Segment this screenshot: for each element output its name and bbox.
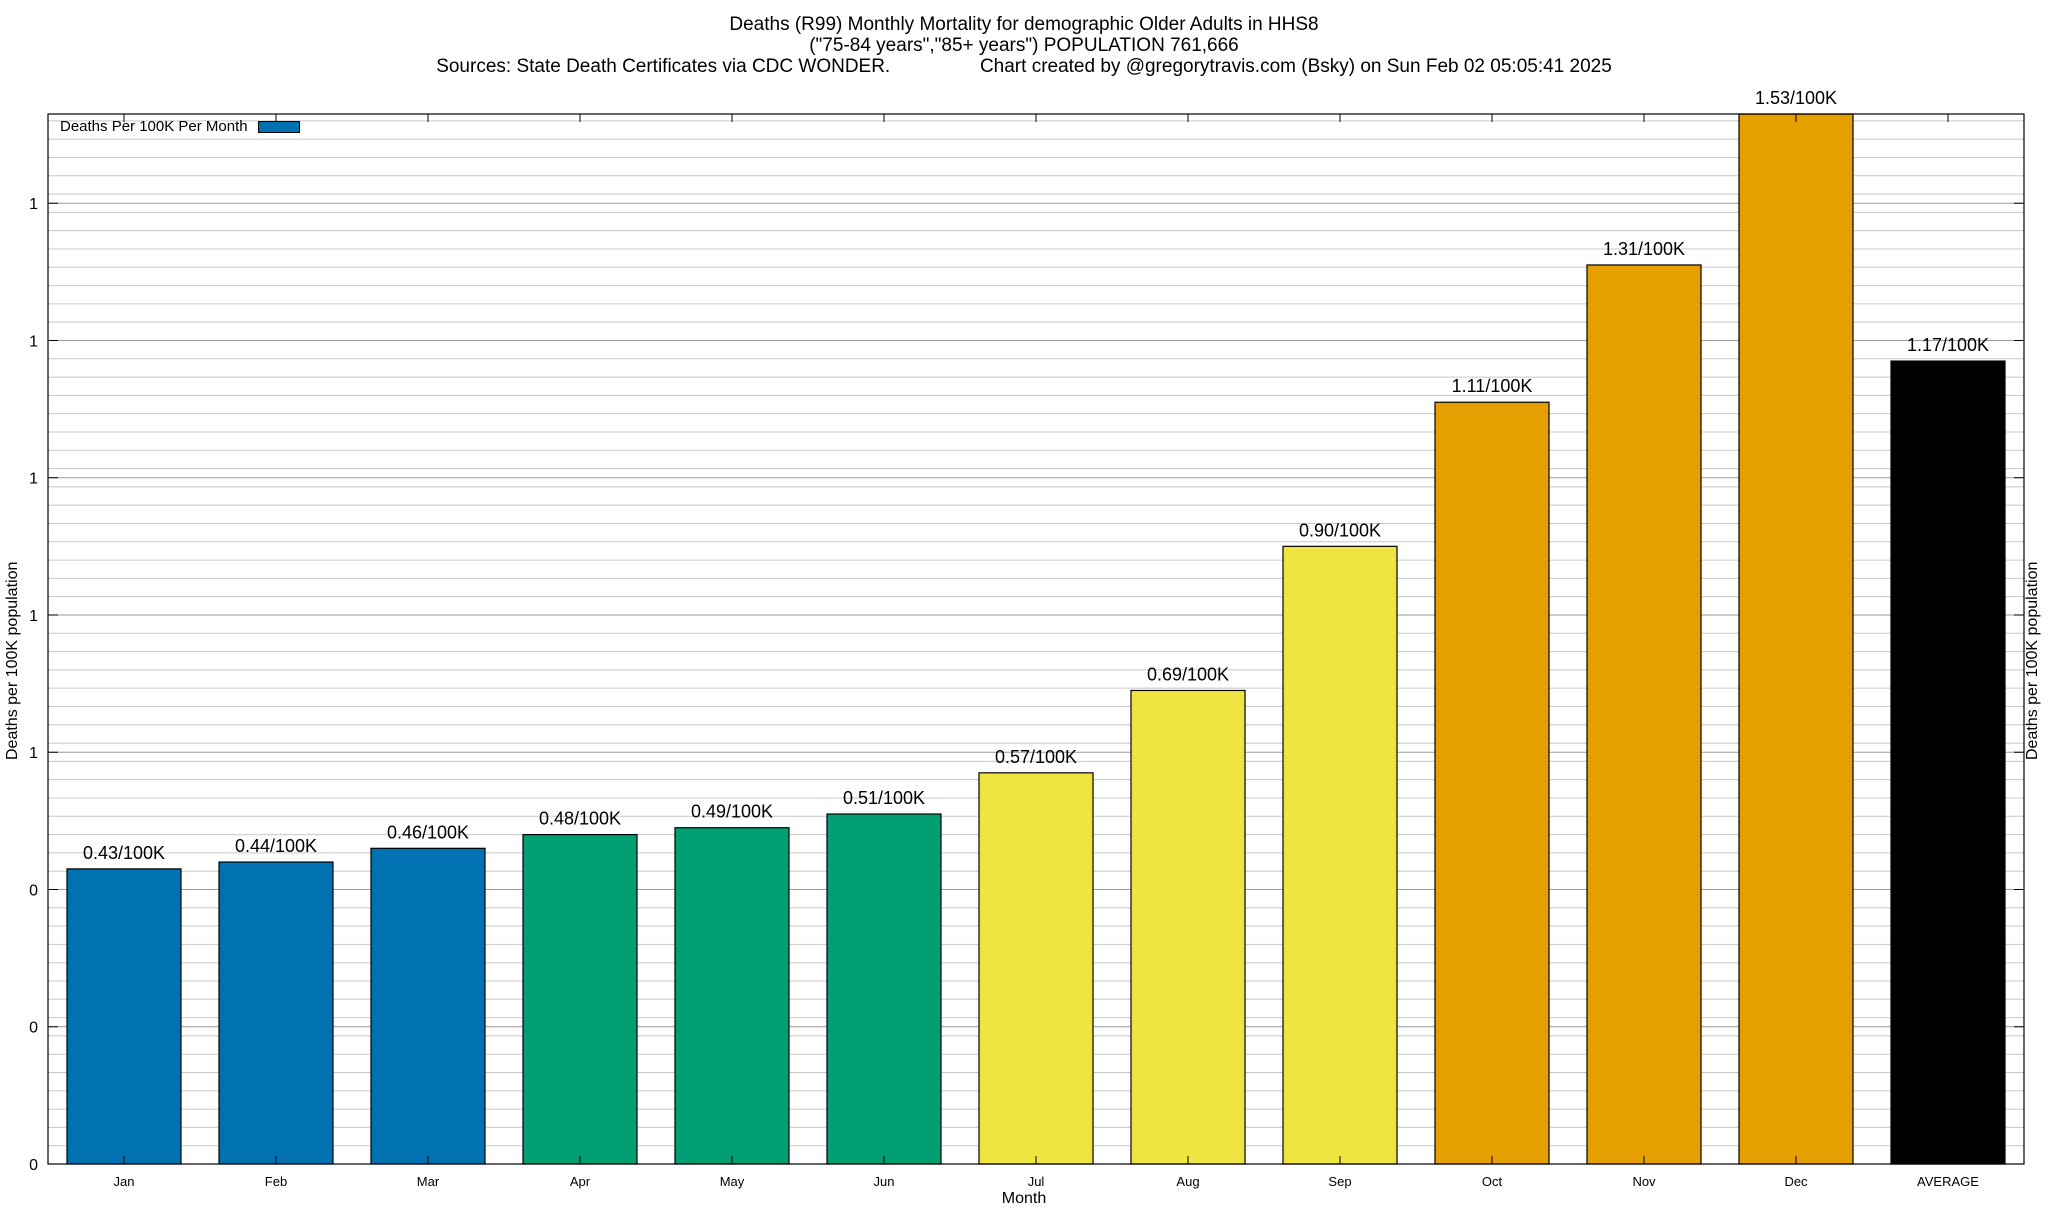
bar-data-label: 0.44/100K	[235, 836, 317, 856]
title-line-1: Deaths (R99) Monthly Mortality for demog…	[729, 14, 1319, 35]
y-tick-label: 1	[29, 196, 38, 213]
title-line-3: Sources: State Death Certificates via CD…	[436, 56, 1612, 77]
bar-data-label: 1.53/100K	[1755, 88, 1837, 108]
bar-data-label: 0.90/100K	[1299, 520, 1381, 540]
x-tick-label: Sep	[1328, 1174, 1351, 1189]
bar-data-label: 0.69/100K	[1147, 664, 1229, 684]
x-tick-label: AVERAGE	[1917, 1174, 1979, 1189]
bar	[978, 772, 1094, 1165]
bar	[218, 861, 334, 1165]
bar	[1434, 401, 1550, 1165]
x-tick-label: Feb	[265, 1174, 287, 1189]
bar-data-label: 0.51/100K	[843, 788, 925, 808]
y-tick-label: 1	[29, 608, 38, 625]
bar	[1890, 360, 2006, 1165]
y-tick-label: 1	[29, 333, 38, 350]
y-tick-label: 0	[29, 1020, 38, 1037]
x-tick-label: Aug	[1176, 1174, 1199, 1189]
y-tick-label: 0	[29, 882, 38, 899]
plot-border	[47, 113, 2025, 1165]
bar	[826, 813, 942, 1165]
x-axis-label: Month	[1001, 1190, 1047, 1207]
bar-data-label: 0.43/100K	[83, 843, 165, 863]
bar	[1130, 689, 1246, 1165]
chart-title: Deaths (R99) Monthly Mortality for demog…	[0, 14, 2048, 77]
y-tick-label: 1	[29, 745, 38, 762]
bar-data-label: 1.11/100K	[1452, 376, 1533, 396]
x-tick-label: Oct	[1482, 1174, 1503, 1189]
legend: Deaths Per 100K Per Month	[60, 118, 300, 135]
bar-data-label: 0.49/100K	[691, 802, 773, 822]
bar	[522, 833, 638, 1165]
bar-data-label: 1.17/100K	[1907, 335, 1989, 355]
x-tick-label: Nov	[1632, 1174, 1656, 1189]
bar	[1586, 264, 1702, 1165]
title-line-2: ("75-84 years","85+ years") POPULATION 7…	[809, 35, 1239, 56]
bar-data-label: 0.46/100K	[387, 822, 469, 842]
x-tick-label: Jan	[114, 1174, 135, 1189]
x-tick-label: Jun	[874, 1174, 895, 1189]
legend-label: Deaths Per 100K Per Month	[60, 118, 248, 135]
y-axis-label-right: Deaths per 100K population	[2024, 561, 2041, 760]
x-tick-label: Mar	[417, 1174, 440, 1189]
bar	[370, 847, 486, 1165]
bar	[66, 868, 182, 1165]
y-axis-label-left: Deaths per 100K population	[4, 561, 21, 760]
bar	[1282, 545, 1398, 1165]
bar	[1738, 113, 1854, 1165]
bar-data-label: 0.48/100K	[539, 809, 621, 829]
x-tick-label: Jul	[1028, 1174, 1045, 1189]
x-tick-label: Apr	[570, 1174, 591, 1189]
y-tick-label: 0	[29, 1157, 38, 1174]
y-tick-label: 1	[29, 471, 38, 488]
bar-data-label: 0.57/100K	[995, 747, 1077, 767]
x-tick-label: Dec	[1784, 1174, 1808, 1189]
x-tick-label: May	[720, 1174, 745, 1189]
bar-data-label: 1.31/100K	[1603, 239, 1685, 259]
bar	[674, 827, 790, 1165]
legend-swatch	[257, 120, 300, 133]
